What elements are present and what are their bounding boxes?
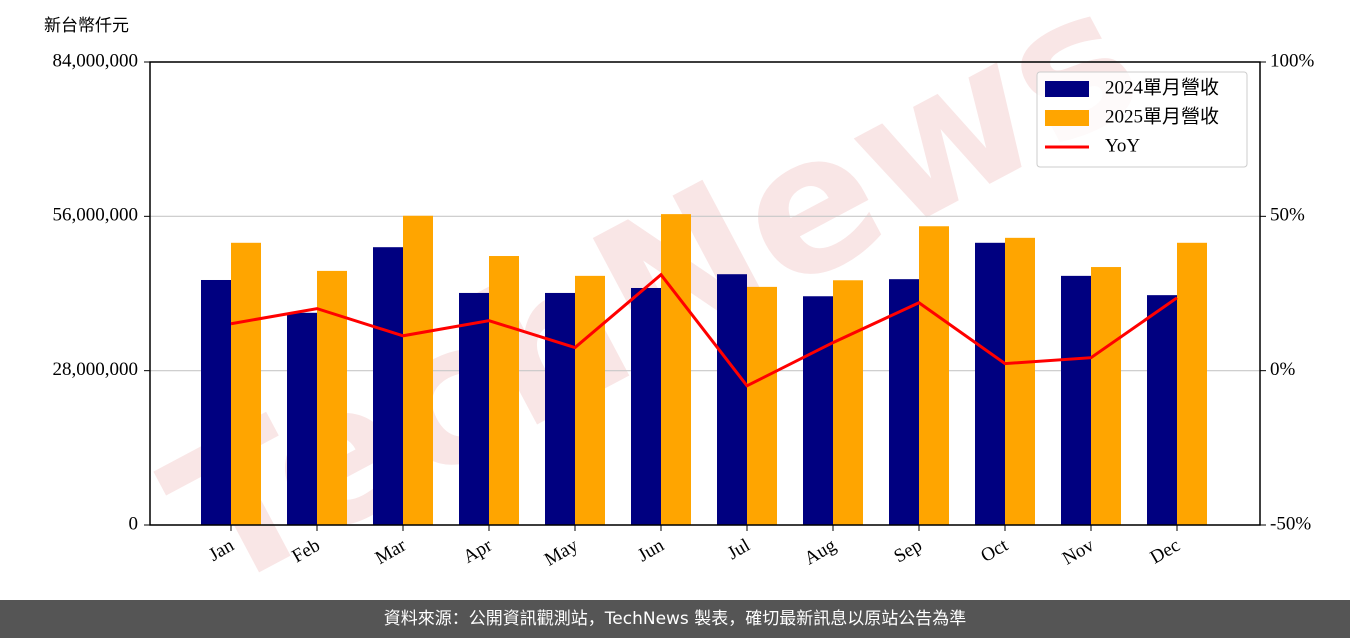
plot-frame bbox=[149, 61, 1261, 526]
bar bbox=[201, 279, 231, 525]
x-tick-label: Nov bbox=[1059, 535, 1098, 570]
bar bbox=[833, 280, 863, 525]
x-tick-label: Jul bbox=[724, 535, 754, 564]
y2-tick-label: 100% bbox=[1270, 50, 1315, 71]
bar bbox=[1061, 275, 1091, 525]
bar bbox=[747, 286, 777, 525]
bar bbox=[1091, 267, 1121, 525]
footer-bar bbox=[0, 600, 1350, 638]
x-tick-label: May bbox=[541, 535, 582, 571]
legend-swatch bbox=[1045, 110, 1089, 126]
y-tick-label: 84,000,000 bbox=[53, 50, 139, 71]
bar bbox=[287, 312, 317, 525]
legend-label: 2025單月營收 bbox=[1105, 105, 1219, 127]
bar bbox=[975, 242, 1005, 526]
bar bbox=[889, 279, 919, 525]
bar bbox=[575, 275, 605, 525]
y-axis-label: 新台幣仟元 bbox=[44, 16, 129, 36]
y-tick-label: 28,000,000 bbox=[53, 359, 139, 380]
y-tick-label: 0 bbox=[129, 513, 139, 534]
bar bbox=[489, 256, 519, 525]
y-tick-label: 56,000,000 bbox=[53, 205, 139, 226]
bar bbox=[919, 226, 949, 525]
line bbox=[230, 272, 1178, 388]
y2-tick-label: -50% bbox=[1270, 513, 1311, 534]
bar bbox=[803, 296, 833, 525]
y2-tick-label: 50% bbox=[1270, 205, 1305, 226]
y2-tick-label: 0% bbox=[1270, 359, 1296, 380]
legend-label: YoY bbox=[1105, 135, 1140, 156]
bar bbox=[631, 287, 661, 525]
bar bbox=[403, 215, 433, 525]
footer-text: 資料來源：公開資訊觀測站，TechNews 製表，確切最新訊息以原站公告為準 bbox=[384, 609, 966, 629]
legend-swatch bbox=[1045, 81, 1089, 97]
bar bbox=[1005, 237, 1035, 525]
legend-box bbox=[1036, 71, 1248, 168]
x-tick-label: Jun bbox=[634, 535, 668, 567]
x-tick-label: Apr bbox=[460, 535, 497, 568]
x-tick-label: Sep bbox=[890, 535, 925, 567]
x-tick-label: Oct bbox=[977, 535, 1012, 567]
bar bbox=[231, 242, 261, 526]
bar bbox=[373, 247, 403, 525]
bar bbox=[1177, 242, 1207, 526]
bar bbox=[545, 292, 575, 525]
bar bbox=[459, 292, 489, 525]
x-tick-label: Aug bbox=[801, 535, 840, 570]
legend-label: 2024單月營收 bbox=[1105, 76, 1219, 98]
bar bbox=[717, 274, 747, 525]
bar bbox=[661, 214, 691, 525]
x-tick-label: Dec bbox=[1147, 535, 1184, 568]
bar bbox=[1147, 295, 1177, 525]
